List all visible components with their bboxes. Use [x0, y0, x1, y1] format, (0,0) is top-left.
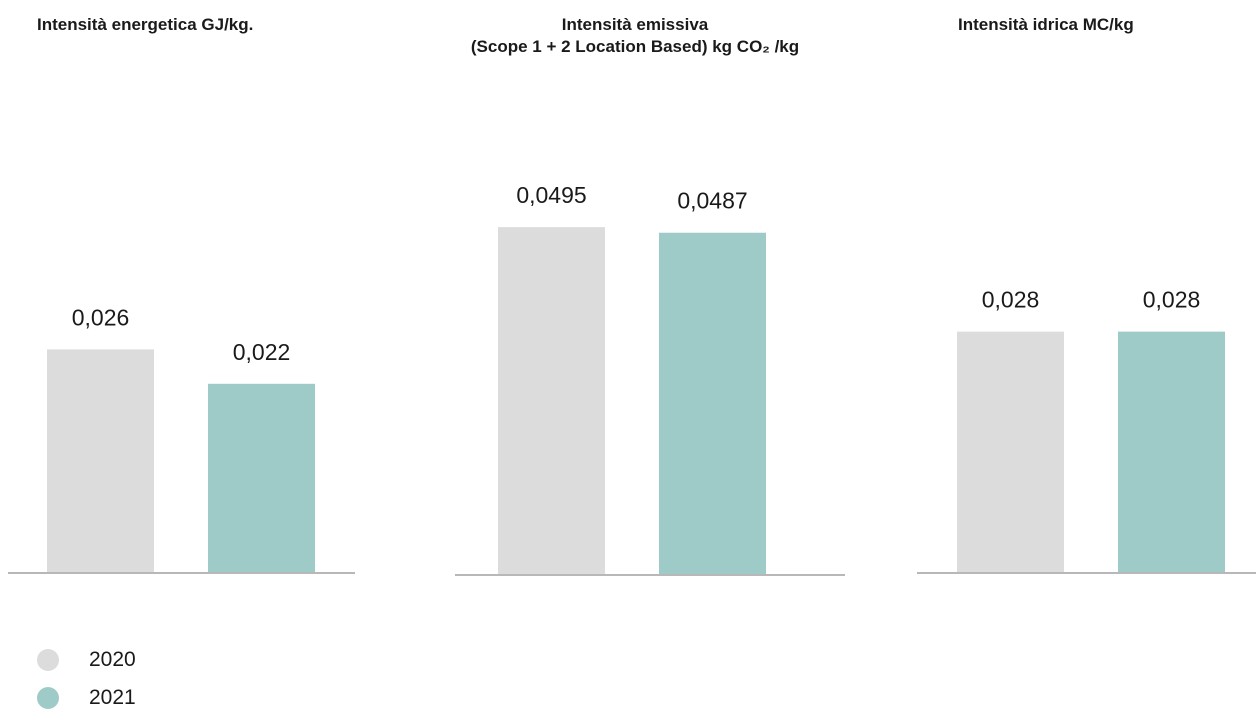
- bar-2021: [208, 383, 315, 573]
- legend-label: 2021: [89, 686, 136, 709]
- bar-value-label: 0,026: [72, 304, 130, 330]
- chart-energy-intensity: Intensità energetica GJ/kg. 0,026 0,022: [0, 0, 400, 600]
- chart-title: Intensità emissiva (Scope 1 + 2 Location…: [400, 14, 870, 58]
- bar-chart-svg: 0,028 0,028: [917, 287, 1256, 574]
- chart-title-line: Intensità emissiva: [561, 15, 709, 34]
- legend: 2020 2021: [37, 648, 136, 724]
- bar-2020: [47, 349, 154, 573]
- chart-emission-intensity: Intensità emissiva (Scope 1 + 2 Location…: [400, 0, 870, 600]
- legend-swatch: [37, 649, 59, 671]
- bar-2021: [1118, 331, 1225, 573]
- bar-2020: [498, 227, 605, 575]
- bar-chart-svg: 0,026 0,022: [8, 304, 355, 574]
- chart-title-line: Intensità idrica MC/kg: [958, 15, 1134, 34]
- legend-swatch: [37, 687, 59, 709]
- legend-label: 2020: [89, 648, 136, 671]
- chart-title-line: (Scope 1 + 2 Location Based) kg CO₂ /kg: [470, 37, 800, 56]
- legend-item-2021: 2021: [37, 686, 136, 710]
- bar-value-label: 0,028: [982, 287, 1040, 313]
- chart-title: Intensità energetica GJ/kg.: [37, 14, 253, 36]
- bar-value-label: 0,028: [1143, 287, 1201, 313]
- bar-2020: [957, 331, 1064, 573]
- bar-value-label: 0,0487: [677, 188, 747, 214]
- bar-value-label: 0,0495: [516, 182, 586, 208]
- chart-title: Intensità idrica MC/kg: [958, 14, 1134, 36]
- legend-item-2020: 2020: [37, 648, 136, 672]
- bar-value-label: 0,022: [233, 339, 291, 365]
- bar-chart-svg: 0,0495 0,0487: [455, 182, 845, 576]
- chart-title-line: Intensità energetica GJ/kg.: [37, 15, 254, 34]
- bar-2021: [659, 232, 766, 575]
- chart-water-intensity: Intensità idrica MC/kg 0,028 0,028: [870, 0, 1256, 600]
